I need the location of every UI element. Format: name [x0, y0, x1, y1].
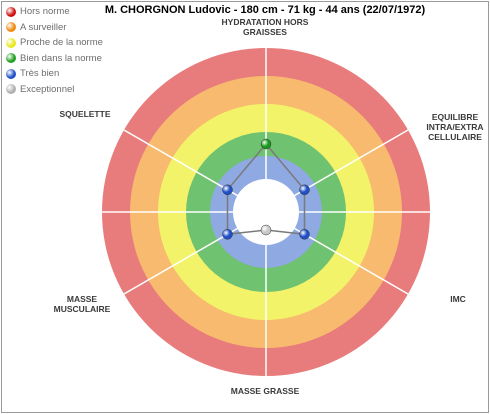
- legend-dot-icon: [6, 22, 16, 33]
- axis-spoke: [265, 129, 409, 213]
- legend-item: Proche de la norme: [6, 35, 103, 51]
- legend-item: A surveiller: [6, 20, 103, 36]
- legend-label: Bien dans la norme: [20, 52, 102, 64]
- legend: Hors norme A surveiller Proche de la nor…: [6, 4, 103, 97]
- legend-dot-icon: [6, 84, 16, 95]
- data-point: [260, 138, 272, 150]
- legend-item: Bien dans la norme: [6, 51, 103, 67]
- axis-spokes: [102, 48, 430, 376]
- legend-item: Très bien: [6, 66, 103, 82]
- data-point: [222, 229, 233, 240]
- legend-label: Proche de la norme: [20, 37, 103, 49]
- data-point: [222, 184, 233, 196]
- data-points: [222, 138, 310, 240]
- legend-dot-icon: [6, 37, 16, 48]
- legend-item: Exceptionnel: [6, 82, 103, 98]
- chart-title: M. CHORGNON Ludovic - 180 cm - 71 kg - 4…: [104, 4, 426, 16]
- axis-spoke: [123, 129, 267, 213]
- data-point: [260, 224, 272, 236]
- axis-label-squelette: SQUELETTE: [59, 109, 111, 119]
- data-point: [299, 229, 310, 240]
- axis-spoke: [123, 211, 267, 295]
- legend-label: Exceptionnel: [20, 83, 75, 95]
- legend-dot-icon: [6, 68, 16, 79]
- data-point: [299, 184, 310, 196]
- axis-label-imc: IMC: [450, 294, 466, 304]
- axis-label-masse-grasse: MASSE GRASSE: [230, 386, 300, 396]
- legend-label: A surveiller: [20, 21, 67, 33]
- legend-dot-icon: [6, 6, 16, 17]
- axis-label-hydratation: HYDRATATION HORS GRAISSES: [221, 17, 309, 37]
- legend-label: Très bien: [20, 68, 60, 80]
- legend-item: Hors norme: [6, 4, 103, 20]
- axis-label-masse-musculaire: MASSE MUSCULAIRE: [53, 294, 111, 314]
- axis-spoke: [265, 211, 409, 295]
- axis-label-equilibre: EQUILIBRE INTRA/EXTRA CELLULAIRE: [426, 112, 484, 142]
- legend-dot-icon: [6, 53, 16, 64]
- legend-label: Hors norme: [20, 6, 70, 18]
